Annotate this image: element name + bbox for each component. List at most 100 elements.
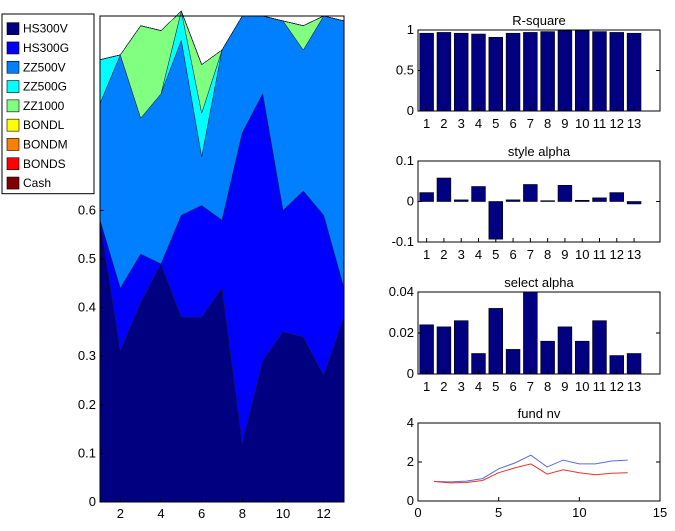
fund-nv-xtick-label: 0 <box>414 505 421 520</box>
r-square-bar <box>540 31 555 112</box>
fund-nv-xtick-label: 10 <box>572 505 586 520</box>
r-square-xtick-label: 13 <box>627 116 641 131</box>
select-alpha-bar <box>419 324 434 375</box>
style-alpha-xtick-label: 4 <box>475 247 482 262</box>
select-alpha-xtick-label: 9 <box>561 379 568 394</box>
select-alpha-xtick-label: 3 <box>458 379 465 394</box>
legend-label-cash: Cash <box>23 176 51 190</box>
fund-nv-line-2 <box>434 463 628 484</box>
r-square-xtick-label: 10 <box>575 116 589 131</box>
fund-nv-xtick-label: 5 <box>495 505 502 520</box>
area-ytick-label: 0.3 <box>78 348 96 363</box>
r-square-ytick-label: 0.5 <box>396 63 414 78</box>
r-square-xtick-label: 12 <box>610 116 624 131</box>
area-ytick-label: 0.2 <box>78 397 96 412</box>
fund-nv-xtick-label: 15 <box>653 505 667 520</box>
r-square-bar <box>609 32 624 112</box>
area-ytick-label: 0.1 <box>78 445 96 460</box>
style-alpha-bar <box>453 199 469 202</box>
style-alpha-ytick-label: 0.1 <box>396 153 414 168</box>
style-alpha-ytick-label: 0 <box>407 194 414 209</box>
legend-label-hs300v: HS300V <box>23 22 68 36</box>
select-alpha-xtick-label: 2 <box>440 379 447 394</box>
style-alpha-bar <box>523 184 538 202</box>
legend-label-bondl: BONDL <box>23 118 65 132</box>
area-xtick-label: 2 <box>117 506 124 521</box>
style-alpha-xtick-label: 5 <box>492 247 499 262</box>
r-square-bar <box>471 33 486 112</box>
select-alpha-xtick-label: 7 <box>527 379 534 394</box>
r-square-xtick-label: 8 <box>544 116 551 131</box>
r-square-ytick-label: 0 <box>407 103 414 118</box>
select-alpha-bar <box>488 308 504 375</box>
select-alpha-bar <box>453 320 469 375</box>
legend-label-bondm: BONDM <box>23 137 68 151</box>
select-alpha-xtick-label: 12 <box>610 379 624 394</box>
r-square-xtick-label: 5 <box>492 116 499 131</box>
r-square-xtick-label: 6 <box>509 116 516 131</box>
area-xtick-label: 12 <box>316 506 330 521</box>
r-square-xtick-label: 1 <box>423 116 430 131</box>
r-square-xtick-label: 9 <box>561 116 568 131</box>
legend-swatch-bondm <box>6 138 20 151</box>
legend-swatch-zz500g <box>6 80 20 93</box>
r-square-bar <box>574 30 590 112</box>
select-alpha-xtick-label: 11 <box>593 379 607 394</box>
area-xtick-label: 8 <box>239 506 246 521</box>
select-alpha-xtick-label: 10 <box>575 379 589 394</box>
select-alpha-bar <box>592 320 607 375</box>
style-alpha-bar <box>419 192 434 202</box>
style-alpha-xtick-label: 12 <box>610 247 624 262</box>
area-ytick-label: 0.5 <box>78 251 96 266</box>
style-alpha-bar <box>609 192 624 202</box>
style-alpha-chart <box>417 160 661 243</box>
legend-swatch-hs300v <box>6 22 20 35</box>
r-square-xtick-label: 7 <box>527 116 534 131</box>
r-square-bar <box>523 32 538 112</box>
fund-nv-ytick-label: 2 <box>407 454 414 469</box>
stacked-area-chart <box>99 10 345 503</box>
r-square-xtick-label: 4 <box>475 116 482 131</box>
fund-nv-chart <box>417 422 661 502</box>
select-alpha-xtick-label: 13 <box>627 379 641 394</box>
style-alpha-bar <box>488 201 504 240</box>
r-square-bar <box>436 32 452 112</box>
style-alpha-xtick-label: 10 <box>575 247 589 262</box>
style-alpha-title: style alpha <box>508 144 571 159</box>
style-alpha-bar <box>436 177 452 202</box>
r-square-bar <box>557 30 573 112</box>
r-square-title: R-square <box>512 13 565 28</box>
legend-swatch-cash <box>6 176 20 190</box>
area-legend <box>1 13 95 195</box>
select-alpha-bar <box>436 326 452 375</box>
select-alpha-xtick-label: 8 <box>544 379 551 394</box>
style-alpha-bar <box>574 199 590 202</box>
select-alpha-bar <box>557 326 573 375</box>
select-alpha-ytick-label: 0 <box>407 366 414 381</box>
style-alpha-bar <box>540 200 555 202</box>
r-square-xtick-label: 11 <box>593 116 607 131</box>
area-ytick-label: 0.6 <box>78 202 96 217</box>
style-alpha-bar <box>592 197 607 202</box>
fund-nv-line-1 <box>434 454 628 483</box>
select-alpha-bar <box>523 291 538 375</box>
select-alpha-xtick-label: 4 <box>475 379 482 394</box>
select-alpha-ytick-label: 0.04 <box>389 284 414 299</box>
select-alpha-title: select alpha <box>504 275 574 290</box>
select-alpha-chart <box>417 291 661 375</box>
style-alpha-xtick-label: 13 <box>627 247 641 262</box>
legend-swatch-zz1000 <box>6 99 20 113</box>
r-square-bar <box>488 36 504 112</box>
style-alpha-xtick-label: 8 <box>544 247 551 262</box>
r-square-bar <box>453 32 469 112</box>
style-alpha-bar <box>505 199 521 202</box>
r-square-xtick-label: 3 <box>458 116 465 131</box>
r-square-bar <box>592 31 607 112</box>
legend-swatch-hs300g <box>6 41 20 55</box>
r-square-ytick-label: 1 <box>407 22 414 37</box>
r-square-chart <box>417 29 661 112</box>
area-xtick-label: 10 <box>276 506 290 521</box>
legend-swatch-bondl <box>6 118 20 132</box>
legend-swatch-bonds <box>6 157 20 171</box>
